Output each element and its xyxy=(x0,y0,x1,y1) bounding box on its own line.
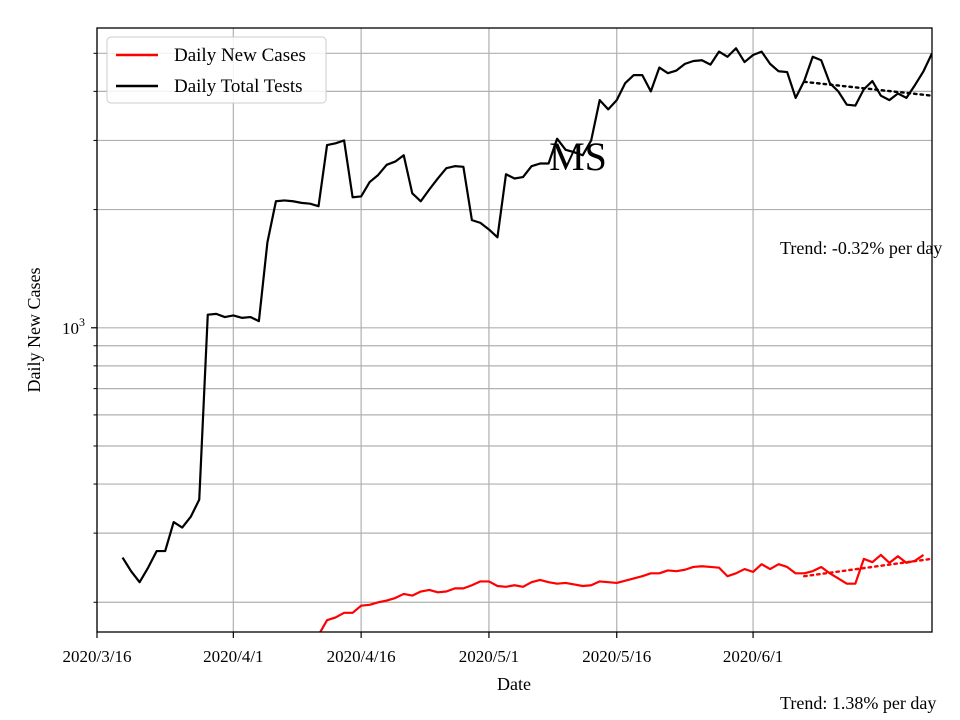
trend-label-tests: Trend: -0.32% per day xyxy=(780,238,942,258)
series-line-daily-new-cases xyxy=(319,553,925,632)
x-tick-label: 2020/6/1 xyxy=(723,647,783,666)
big-annotation: MS xyxy=(549,134,607,179)
legend: Daily New Cases Daily Total Tests xyxy=(106,36,327,104)
grid-lines xyxy=(96,28,932,632)
y-tick-label: 103 xyxy=(62,315,85,338)
x-tick-label: 2020/4/16 xyxy=(327,647,396,666)
series-line-daily-total-tests xyxy=(121,47,932,584)
plot-frame xyxy=(96,27,933,633)
legend-label-daily-new-cases: Daily New Cases xyxy=(174,45,306,66)
x-tick-label: 2020/5/16 xyxy=(582,647,651,666)
legend-box xyxy=(106,36,327,104)
x-axis-label: Date xyxy=(497,674,531,694)
x-tick-label: 2020/3/16 xyxy=(63,647,132,666)
x-tick-label: 2020/4/1 xyxy=(203,647,263,666)
axis-ticks: 2020/3/16 2020/4/1 2020/4/16 2020/5/1 2020/5… xyxy=(62,52,783,666)
trend-line-daily-new-cases xyxy=(802,557,932,578)
y-axis-label: Daily New Cases xyxy=(24,268,44,393)
trend-label-cases: Trend: 1.38% per day xyxy=(780,693,936,713)
trend-line-daily-total-tests xyxy=(802,80,932,97)
x-tick-label: 2020/5/1 xyxy=(459,647,519,666)
legend-label-daily-total-tests: Daily Total Tests xyxy=(174,76,303,97)
series-lines xyxy=(121,47,932,632)
